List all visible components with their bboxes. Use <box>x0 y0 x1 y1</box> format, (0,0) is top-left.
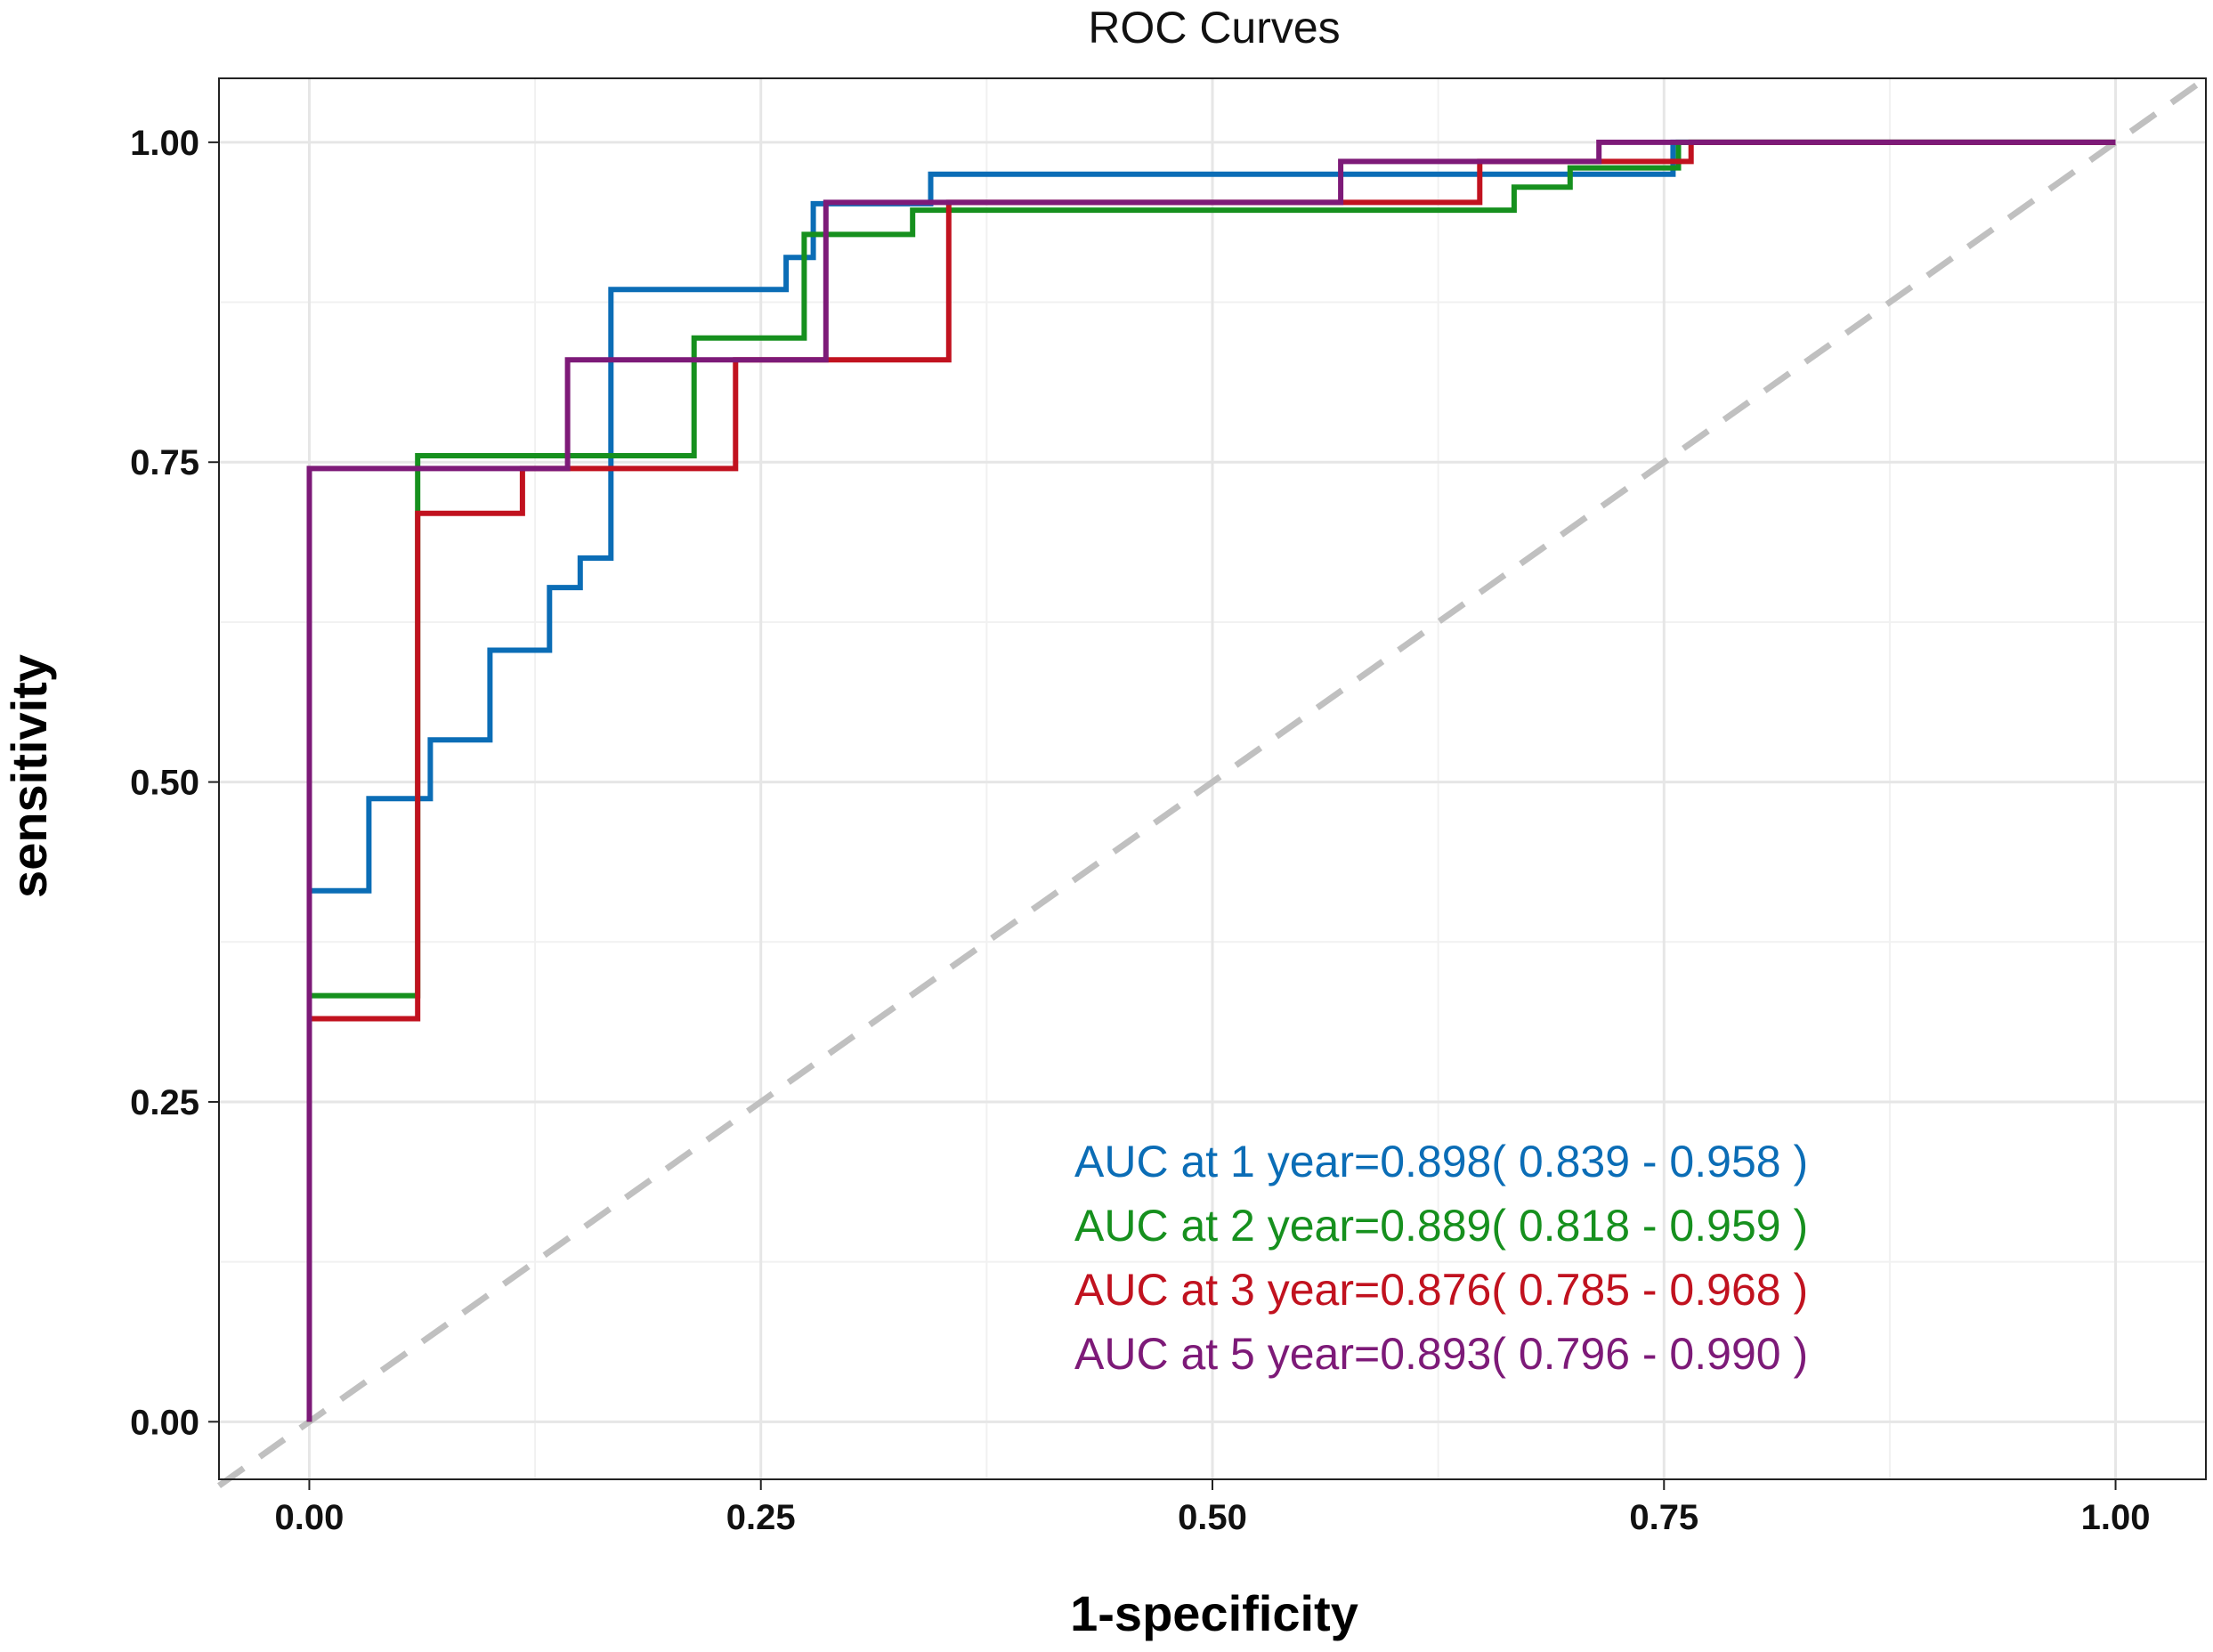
roc-curve-1 <box>306 139 2116 1422</box>
reference-diagonal <box>216 76 2209 1489</box>
chart-title: ROC Curves <box>1088 3 1340 53</box>
auc-annotations: AUC at 1 year=0.898( 0.839 - 0.958 ) AUC … <box>1074 1137 1808 1379</box>
reference-diagonal-line <box>216 76 2209 1489</box>
x-tick-label: 0.75 <box>1629 1498 1698 1537</box>
auc-annotation-1: AUC at 1 year=0.898( 0.839 - 0.958 ) <box>1074 1137 1808 1186</box>
x-tick-label: 1.00 <box>2081 1498 2151 1537</box>
roc-series <box>306 139 2116 1422</box>
y-tick-label: 0.00 <box>130 1403 199 1442</box>
x-axis-title: 1-specificity <box>1070 1585 1358 1641</box>
grid-major-lines <box>219 78 2206 1479</box>
y-tick-label: 1.00 <box>130 124 199 163</box>
auc-annotation-3: AUC at 3 year=0.876( 0.785 - 0.968 ) <box>1074 1265 1808 1315</box>
y-tick-label: 0.25 <box>130 1083 199 1122</box>
y-tick-label: 0.75 <box>130 443 199 482</box>
x-tick-label: 0.25 <box>726 1498 796 1537</box>
y-axis-title: sensitivity <box>1 654 57 898</box>
y-axis-ticks: 0.00 0.25 0.50 0.75 1.00 <box>130 124 219 1442</box>
x-tick-label: 0.00 <box>275 1498 345 1537</box>
roc-curve-4 <box>306 139 2116 1422</box>
x-axis-ticks: 0.00 0.25 0.50 0.75 1.00 <box>275 1479 2151 1537</box>
auc-annotation-4: AUC at 5 year=0.893( 0.796 - 0.990 ) <box>1074 1329 1808 1379</box>
auc-annotation-2: AUC at 2 year=0.889( 0.818 - 0.959 ) <box>1074 1201 1808 1251</box>
y-tick-label: 0.50 <box>130 764 199 803</box>
x-tick-label: 0.50 <box>1178 1498 1247 1537</box>
